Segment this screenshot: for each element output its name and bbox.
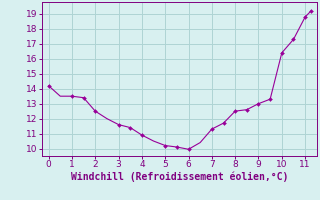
X-axis label: Windchill (Refroidissement éolien,°C): Windchill (Refroidissement éolien,°C) [70, 172, 288, 182]
